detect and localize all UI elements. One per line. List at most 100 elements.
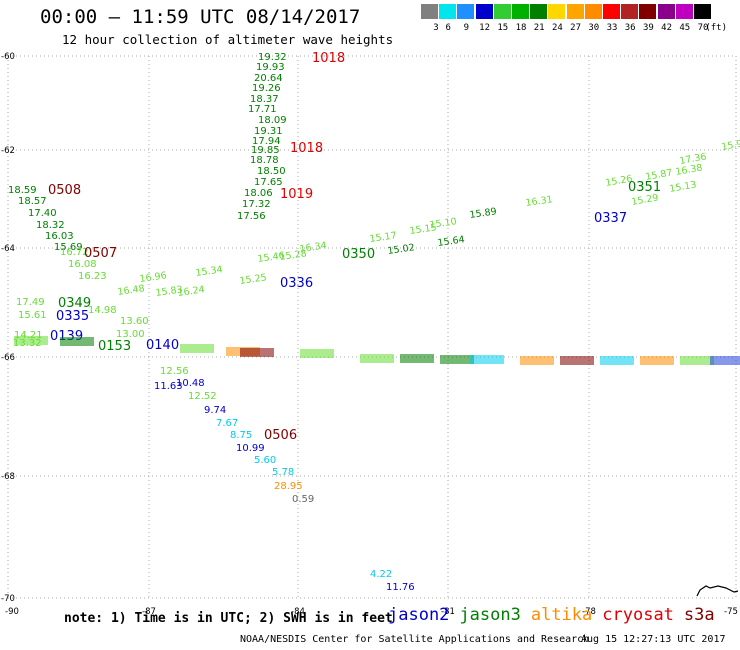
swh-label: 16.31 xyxy=(525,194,553,209)
swh-label: 16.03 xyxy=(45,231,74,242)
observation-labels: 19.3219.9320.6419.2618.3717.7118.0919.31… xyxy=(8,51,740,593)
legend-label-6: 6 xyxy=(445,23,451,33)
swh-label: 19.32 xyxy=(258,52,287,63)
overprinted-track-segment xyxy=(680,356,714,365)
swh-label: 15.15 xyxy=(409,222,437,237)
legend-swatch-9 xyxy=(457,4,475,19)
time-marker: 0336 xyxy=(280,276,313,291)
swh-label: 12.56 xyxy=(160,366,189,377)
lon-tick-label: -78 xyxy=(582,607,596,617)
swh-label: 16.48 xyxy=(117,283,145,298)
swh-label: 16.08 xyxy=(68,259,97,270)
legend-label-45: 45 xyxy=(679,23,691,33)
overprinted-track-segment xyxy=(640,356,674,365)
swh-label: 17.71 xyxy=(248,104,277,115)
legend-swatch-36 xyxy=(621,4,639,19)
overprinted-track-segment xyxy=(560,356,594,365)
swh-label: 28.95 xyxy=(274,481,303,492)
time-marker: 0508 xyxy=(48,183,81,198)
swh-label: 18.06 xyxy=(244,188,273,199)
swh-label: 15.64 xyxy=(437,234,465,249)
swh-label: 14.98 xyxy=(88,305,117,316)
overprinted-track-segment xyxy=(60,337,94,346)
map-title: 00:00 – 11:59 UTC 08/14/2017 xyxy=(40,6,361,28)
swh-label: 17.94 xyxy=(252,136,281,147)
time-marker: 0337 xyxy=(594,211,627,226)
legend-label-27: 27 xyxy=(570,23,582,33)
swh-label: 11.63 xyxy=(154,381,183,392)
swh-label: 15.46 xyxy=(257,250,285,265)
legend-label-42: 42 xyxy=(661,23,673,33)
swh-label: 15.26 xyxy=(605,173,634,189)
overprinted-track-segment xyxy=(180,344,214,353)
lat-tick-label: -70 xyxy=(1,594,15,604)
swh-label: 15.83 xyxy=(155,284,183,299)
overprinted-track-segment xyxy=(360,354,394,363)
overprinted-track-segment xyxy=(520,356,554,365)
swh-label: 15.69 xyxy=(54,242,83,253)
legend-swatch-27 xyxy=(566,4,584,19)
lat-tick-label: -68 xyxy=(1,472,15,482)
swh-label: 18.37 xyxy=(250,94,279,105)
time-marker: 0140 xyxy=(146,338,179,353)
swh-label: 15.02 xyxy=(387,242,415,257)
legend-label-24: 24 xyxy=(551,23,563,33)
legend-label-33: 33 xyxy=(606,23,618,33)
time-marker: 0506 xyxy=(264,428,297,443)
overprinted-track-segment xyxy=(600,356,634,365)
time-marker: 0351 xyxy=(628,180,661,195)
credit-text: NOAA/NESDIS Center for Satellite Applica… xyxy=(240,634,590,645)
lat-tick-label: -64 xyxy=(1,244,15,254)
time-marker: 1019 xyxy=(280,187,313,202)
coastline xyxy=(696,585,739,597)
swh-label: 15.13 xyxy=(669,179,698,195)
swh-label: 15.61 xyxy=(18,310,47,321)
legend-swatch-18 xyxy=(512,4,529,19)
swh-label: 18.09 xyxy=(258,115,287,126)
overprinted-track-segment xyxy=(300,349,334,358)
legend-label-70: 70 xyxy=(697,23,709,33)
swh-label: 15.28 xyxy=(279,248,307,263)
swh-label: 16.23 xyxy=(78,271,107,282)
swh-label: 9.74 xyxy=(204,405,226,416)
legend-swatch-12 xyxy=(475,4,493,19)
axis-labels: -60 -62 -64 -66 -68 -70 -90 -87 -84 -81 -78 -75 xyxy=(1,52,738,617)
swh-label: 14.21 xyxy=(14,330,43,341)
legend-swatch-45 xyxy=(675,4,693,19)
swh-label: 17.65 xyxy=(254,177,283,188)
overprinted-track-segment xyxy=(440,355,474,364)
legend-label-9: 9 xyxy=(463,23,470,33)
legend-swatch-24 xyxy=(548,4,566,19)
swh-label: 11.76 xyxy=(386,582,415,593)
legend-swatch-30 xyxy=(584,4,602,19)
swh-label: 17.32 xyxy=(242,199,271,210)
swh-label: 18.59 xyxy=(8,185,37,196)
legend-unit: (ft) xyxy=(705,23,728,33)
swh-label: 16.96 xyxy=(139,270,167,285)
swh-label: 15.89 xyxy=(469,206,497,221)
legend-label-21: 21 xyxy=(533,23,545,33)
swh-label: 8.75 xyxy=(230,430,252,441)
swh-label: 5.78 xyxy=(272,467,294,478)
generated-timestamp: Aug 15 12:27:13 UTC 2017 xyxy=(581,634,726,645)
legend-swatch-33 xyxy=(603,4,620,19)
time-marker: 0350 xyxy=(342,247,375,262)
swh-label: 20.64 xyxy=(254,73,283,84)
swh-label: 19.26 xyxy=(252,83,281,94)
lon-tick-label: -81 xyxy=(441,607,455,617)
time-marker: 0153 xyxy=(98,339,131,354)
swh-label: 19.31 xyxy=(254,126,283,137)
time-marker: 1018 xyxy=(312,51,345,66)
swh-label: 15.29 xyxy=(631,192,660,208)
swh-label: 10.99 xyxy=(236,443,265,454)
legend-swatch-70 xyxy=(694,4,711,19)
lat-tick-label: -62 xyxy=(1,146,15,156)
swh-label: 4.22 xyxy=(370,569,392,580)
map-subtitle: 12 hour collection of altimeter wave hei… xyxy=(62,32,394,47)
swh-label: 19.93 xyxy=(256,62,285,73)
legend-swatch-21 xyxy=(530,4,548,19)
legend-swatch-39 xyxy=(639,4,657,19)
time-marker: 0507 xyxy=(84,246,117,261)
lon-tick-label: -90 xyxy=(5,607,19,617)
satellite-cryosat: cryosat xyxy=(602,605,674,625)
